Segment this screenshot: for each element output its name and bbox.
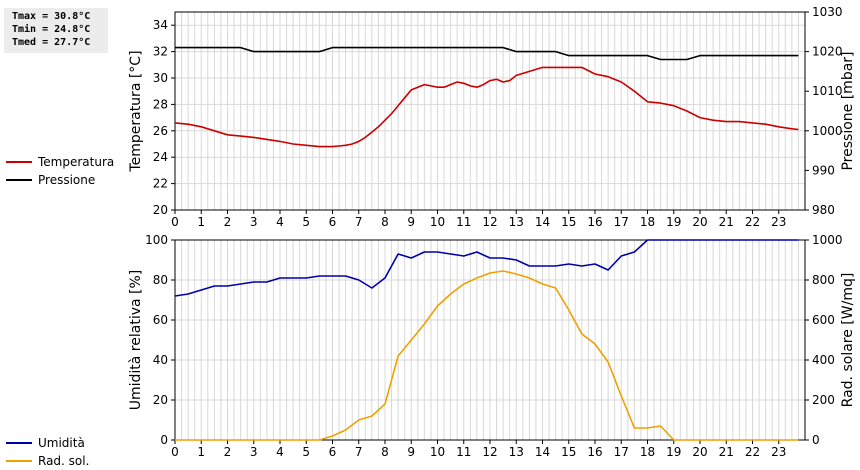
x-tick-label: 0: [171, 215, 179, 229]
x-tick-label: 5: [302, 215, 310, 229]
y-tick-label: 32: [153, 45, 168, 59]
legend-label: Umidità: [38, 436, 85, 450]
x-tick-label: 21: [719, 215, 734, 229]
y-tick-label: 40: [153, 353, 168, 367]
y-tick-label: 20: [153, 393, 168, 407]
series-line-umidit: [174, 239, 799, 297]
x-tick-label: 18: [640, 445, 655, 459]
x-tick-label: 21: [719, 445, 734, 459]
top-chart-legend: Temperatura Pressione: [6, 153, 114, 189]
y2-tick-label: 1010: [812, 84, 843, 98]
x-tick-label: 14: [535, 445, 550, 459]
y-tick-label: 60: [153, 313, 168, 327]
y-tick-label: 24: [153, 150, 168, 164]
tmin-stat: Tmin = 24.8°C: [12, 24, 91, 35]
y2-tick-label: 990: [812, 163, 835, 177]
x-tick-label: 17: [614, 445, 629, 459]
x-tick-label: 10: [430, 445, 445, 459]
x-tick-label: 8: [381, 445, 389, 459]
x-tick-label: 11: [456, 215, 471, 229]
weather-chart-panel: Tmax = 30.8°C Tmin = 24.8°C Tmed = 27.7°…: [4, 5, 856, 468]
y-axis-title: Temperatura [°C]: [128, 50, 144, 172]
x-tick-label: 5: [302, 445, 310, 459]
x-tick-label: 3: [250, 215, 258, 229]
x-tick-label: 20: [692, 215, 707, 229]
legend-label: Temperatura: [38, 155, 115, 169]
legend-item-temperatura: Temperatura: [6, 153, 114, 171]
x-tick-label: 6: [329, 445, 337, 459]
series-line-rad-sol: [175, 270, 799, 441]
y2-tick-label: 1000: [812, 233, 843, 247]
x-tick-label: 8: [381, 215, 389, 229]
x-tick-label: 6: [329, 215, 337, 229]
y-tick-label: 100: [145, 233, 168, 247]
y2-tick-label: 200: [812, 393, 835, 407]
umidita-swatch: [6, 442, 32, 444]
y-tick-label: 0: [160, 433, 168, 447]
y2-tick-label: 980: [812, 203, 835, 217]
x-tick-label: 4: [276, 445, 284, 459]
y-tick-label: 28: [153, 97, 168, 111]
x-tick-label: 20: [692, 445, 707, 459]
y-tick-label: 34: [153, 18, 168, 32]
charts-svg: 0 1 2 3 4 5 6 7 8 9 10 11 12 13 14 15 16 17 18 19 20 21 22 2320…: [128, 5, 856, 459]
x-tick-label: 2: [224, 215, 232, 229]
y-tick-label: 30: [153, 71, 168, 85]
y2-axis-title: Rad. solare [W/mq]: [840, 273, 856, 408]
legend-item-pressione: Pressione: [6, 171, 114, 189]
tmax-stat: Tmax = 30.8°C: [12, 11, 91, 22]
x-tick-label: 3: [250, 445, 258, 459]
y-tick-label: 80: [153, 273, 168, 287]
y2-tick-label: 800: [812, 273, 835, 287]
x-tick-label: 9: [407, 445, 415, 459]
x-tick-label: 23: [771, 215, 786, 229]
x-tick-label: 13: [509, 215, 524, 229]
y2-tick-label: 1000: [812, 124, 843, 138]
x-tick-label: 14: [535, 215, 550, 229]
series-line-temperatura: [174, 66, 799, 148]
x-tick-label: 22: [745, 445, 760, 459]
x-tick-label: 18: [640, 215, 655, 229]
legend-label: Pressione: [38, 173, 96, 187]
y2-tick-label: 600: [812, 313, 835, 327]
x-tick-label: 0: [171, 445, 179, 459]
x-tick-label: 15: [561, 215, 576, 229]
x-tick-label: 11: [456, 445, 471, 459]
x-tick-label: 16: [587, 445, 602, 459]
x-tick-label: 19: [666, 445, 681, 459]
x-tick-label: 22: [745, 215, 760, 229]
x-tick-label: 4: [276, 215, 284, 229]
x-tick-label: 12: [482, 215, 497, 229]
series-line-pressione: [175, 46, 799, 61]
x-tick-label: 23: [771, 445, 786, 459]
x-tick-label: 15: [561, 445, 576, 459]
y-tick-label: 26: [153, 124, 168, 138]
x-tick-label: 17: [614, 215, 629, 229]
rad-sol-swatch: [6, 460, 32, 462]
x-tick-label: 9: [407, 215, 415, 229]
pressione-swatch: [6, 179, 32, 181]
x-tick-label: 1: [197, 445, 205, 459]
y2-tick-label: 0: [812, 433, 820, 447]
x-tick-label: 19: [666, 215, 681, 229]
tmed-stat: Tmed = 27.7°C: [12, 37, 91, 48]
x-tick-label: 12: [482, 445, 497, 459]
temperatura-swatch: [6, 161, 32, 163]
y2-axis-title: Pressione [mbar]: [840, 51, 856, 170]
x-tick-label: 1: [197, 215, 205, 229]
x-tick-label: 7: [355, 445, 363, 459]
y-axis-title: Umidità relativa [%]: [128, 270, 144, 411]
x-tick-label: 2: [224, 445, 232, 459]
y-tick-label: 22: [153, 177, 168, 191]
legend-item-umidita: Umidità: [6, 434, 89, 452]
y-tick-label: 20: [153, 203, 168, 217]
x-tick-label: 10: [430, 215, 445, 229]
temperature-stats-box: Tmax = 30.8°C Tmin = 24.8°C Tmed = 27.7°…: [4, 8, 108, 53]
y2-tick-label: 400: [812, 353, 835, 367]
x-tick-label: 13: [509, 445, 524, 459]
y2-tick-label: 1030: [812, 5, 843, 19]
x-tick-label: 16: [587, 215, 602, 229]
y2-tick-label: 1020: [812, 45, 843, 59]
x-tick-label: 7: [355, 215, 363, 229]
